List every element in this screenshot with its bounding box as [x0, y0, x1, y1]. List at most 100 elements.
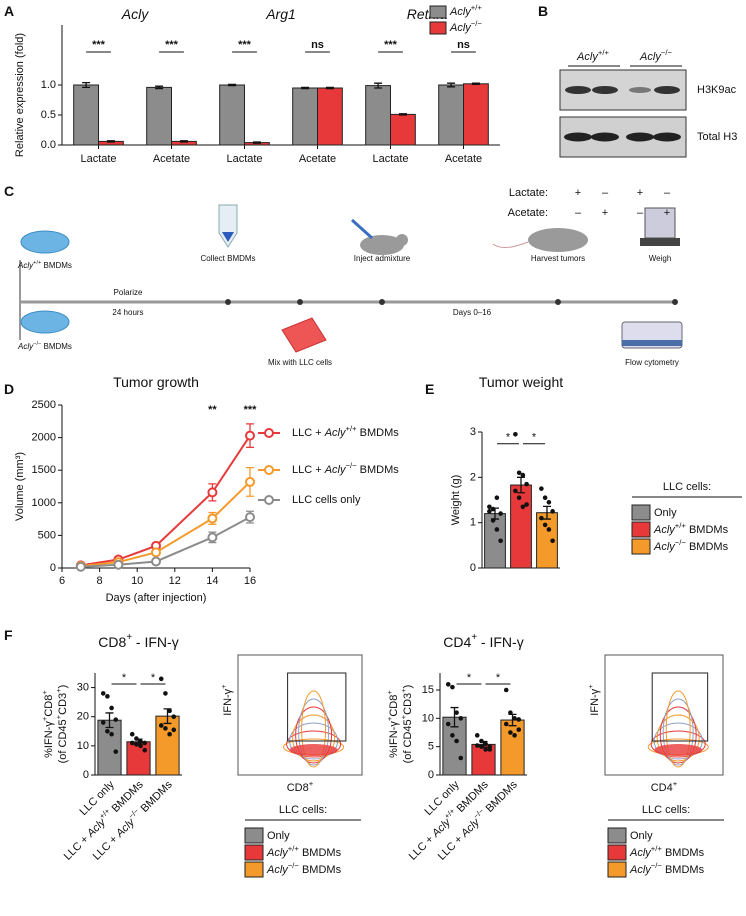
data-point [513, 431, 518, 437]
legend-label: Acly+/+ BMDMs [629, 844, 705, 859]
contour [301, 690, 327, 768]
band-label: Total H3 [697, 131, 737, 143]
data-point [142, 747, 148, 753]
x-tick-label: 12 [169, 575, 181, 587]
marker [151, 547, 161, 558]
data-point [487, 504, 492, 510]
significance: ns [311, 39, 324, 51]
error-bar [543, 505, 551, 520]
significance: *** [238, 39, 252, 51]
y-axis-label: (of CD45+CD3+) [54, 685, 69, 764]
legend-title: LLC cells: [663, 481, 711, 493]
marker [245, 476, 255, 487]
gene-label: Acly [121, 6, 149, 22]
data-point [524, 502, 529, 507]
treatment-sign: – [664, 187, 671, 199]
line [80, 516, 251, 568]
data-point [520, 504, 526, 510]
data-point [129, 740, 135, 746]
gene-label: Arg1 [265, 6, 296, 22]
bar [317, 87, 343, 146]
legend-label: LLC + Acly−/− BMDMs [292, 461, 399, 476]
timeline-label: Flow cytometry [625, 358, 679, 367]
data-point [513, 488, 518, 494]
data-point [474, 743, 480, 748]
data-point [494, 527, 500, 532]
y-axis-label: (of CD45+CD3+) [399, 685, 414, 764]
treatment-label: Acetate: [508, 207, 548, 219]
data-point [100, 691, 106, 696]
data-point [454, 738, 459, 744]
flow-x-label: CD4+ [651, 779, 678, 794]
error-bar [228, 83, 237, 87]
data-point [129, 731, 135, 737]
y-tick-label: 10 [422, 712, 434, 724]
y-tick-label: 0 [428, 769, 434, 781]
x-tick-label: Lactate [226, 153, 262, 165]
error-bar [447, 82, 456, 88]
y-axis-label: Volume (mm³) [14, 452, 26, 521]
significance: *** [244, 404, 258, 416]
data-point [167, 731, 172, 737]
data-point [450, 684, 455, 690]
y-tick-label: 1.0 [41, 79, 56, 91]
y-axis-label: Weight (g) [450, 475, 462, 526]
data-point [158, 723, 164, 728]
data-point [105, 728, 110, 734]
bar [292, 87, 318, 146]
significance: * [532, 432, 537, 444]
data-point [483, 747, 488, 752]
marker [151, 556, 161, 567]
bar [97, 719, 122, 776]
error-bar [179, 140, 188, 143]
flow-y-label: IFN-γ+ [219, 684, 234, 716]
significance: ns [457, 39, 470, 51]
error-bar [106, 140, 115, 143]
bar [146, 86, 172, 146]
error-bar [471, 82, 480, 86]
bar [73, 84, 99, 146]
data-point [542, 522, 548, 528]
x-tick-label: 8 [97, 575, 103, 587]
chart-title: Tumor growth [113, 374, 199, 390]
x-tick-label: Acetate [445, 153, 482, 165]
gate [651, 672, 709, 742]
y-tick-label: 10 [77, 740, 89, 752]
error-bar [479, 740, 488, 748]
error-bar [105, 712, 114, 729]
contour [665, 690, 691, 768]
data-point [546, 499, 552, 505]
significance: *** [92, 39, 106, 51]
significance: ** [208, 404, 217, 416]
panel-label: B [538, 3, 548, 19]
error-bar [450, 706, 459, 728]
y-axis-label: %IFN-γ+CD8+ [385, 690, 400, 758]
data-point [520, 472, 526, 478]
data-point [450, 733, 455, 738]
timeline-label: Days 0–16 [453, 308, 492, 317]
contour [659, 706, 697, 764]
data-point [550, 509, 555, 514]
data-point [498, 511, 503, 516]
data-point [516, 495, 522, 501]
treatment-label: Lactate: [509, 187, 548, 199]
legend-swatch [244, 827, 264, 844]
contour [298, 698, 330, 766]
legend-swatch [429, 21, 447, 35]
data-point [109, 731, 114, 737]
panel-label: C [4, 183, 14, 199]
legend-label: LLC + Acly+/+ BMDMs [292, 424, 399, 439]
contour [650, 730, 706, 758]
timeline-label: Harvest tumors [531, 254, 585, 263]
x-tick-label: 14 [206, 575, 218, 587]
error-bar [508, 713, 517, 727]
significance: *** [384, 39, 398, 51]
data-point [158, 676, 164, 682]
treatment-sign: + [575, 187, 581, 199]
timeline-label: Inject admixture [354, 254, 411, 263]
treatment-sign: – [575, 207, 582, 219]
data-point [508, 730, 513, 735]
y-tick-label: 2500 [32, 399, 56, 411]
x-tick-label: Lactate [372, 153, 408, 165]
